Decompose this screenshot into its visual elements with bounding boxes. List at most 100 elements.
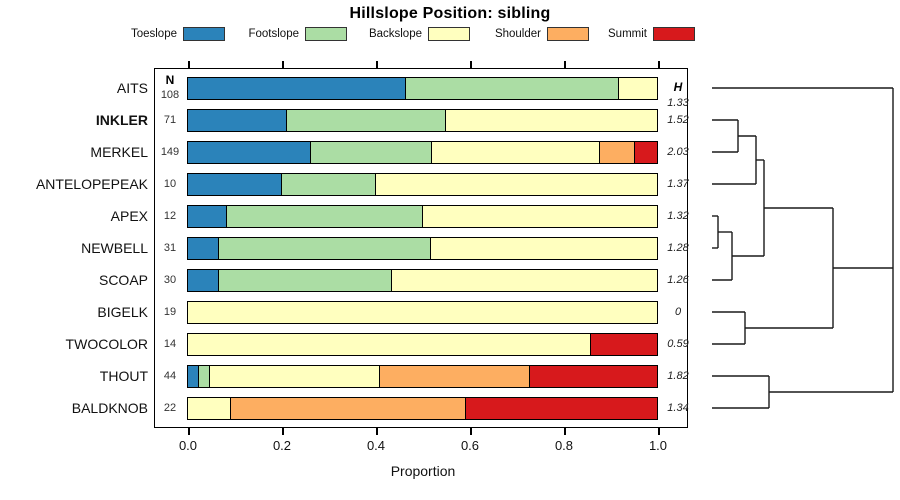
row-n-value: 10 xyxy=(163,178,177,190)
legend-swatch xyxy=(547,27,589,41)
x-tick-top xyxy=(188,61,190,68)
row-n-value: 44 xyxy=(163,370,177,382)
bar-segment-toeslope xyxy=(187,236,219,260)
row-n-value: 19 xyxy=(163,306,177,318)
bar-segment-backslope xyxy=(422,204,658,228)
bar-segment-toeslope xyxy=(187,268,220,292)
bar-segment-backslope xyxy=(375,172,658,196)
x-tick-top xyxy=(470,61,472,68)
legend-swatch xyxy=(305,27,347,41)
bar-segment-footslope xyxy=(281,172,376,196)
row-label: AITS xyxy=(116,80,148,96)
stacked-bar xyxy=(187,236,658,260)
bar-segment-backslope xyxy=(187,332,591,356)
bar-segment-backslope xyxy=(187,396,231,420)
row-h-value: 1.34 xyxy=(667,402,689,414)
bar-segment-summit xyxy=(464,396,658,420)
bar-segment-footslope xyxy=(286,108,447,132)
stacked-bar xyxy=(187,108,658,132)
row-h-value: 1.26 xyxy=(667,274,689,286)
x-tick-top xyxy=(564,61,566,68)
bar-segment-toeslope xyxy=(187,76,406,100)
x-tick-bottom xyxy=(470,428,472,435)
x-tick-label: 0.2 xyxy=(272,438,292,453)
row-n-value: 14 xyxy=(163,338,177,350)
x-tick-bottom xyxy=(282,428,284,435)
legend-entry: Footslope xyxy=(185,26,347,42)
stacked-bar xyxy=(187,172,658,196)
bar-segment-backslope xyxy=(390,268,658,292)
legend-swatch xyxy=(653,27,695,41)
row-label: TWOCOLOR xyxy=(65,336,148,352)
row-n-value: 12 xyxy=(163,210,177,222)
bar-segment-toeslope xyxy=(187,172,282,196)
row-label: INKLER xyxy=(95,112,148,128)
row-n-value: 108 xyxy=(160,89,180,101)
stacked-bar xyxy=(187,300,658,324)
x-tick-label: 1.0 xyxy=(648,438,668,453)
bar-segment-summit xyxy=(589,332,658,356)
bar-segment-footslope xyxy=(310,140,432,164)
bar-segment-backslope xyxy=(429,236,658,260)
stacked-bar xyxy=(187,140,658,164)
stacked-bar xyxy=(187,204,658,228)
row-label: ANTELOPEPEAK xyxy=(35,176,148,192)
row-label: THOUT xyxy=(99,368,148,384)
row-h-value: 1.32 xyxy=(667,210,689,222)
x-tick-bottom xyxy=(188,428,190,435)
legend-label: Backslope xyxy=(368,28,422,40)
x-tick-top xyxy=(658,61,660,68)
stacked-bar xyxy=(187,76,658,100)
bar-segment-footslope xyxy=(218,268,392,292)
legend-entry: Summit xyxy=(533,26,695,42)
bar-segment-shoulder xyxy=(599,140,635,164)
row-n-value: 31 xyxy=(163,242,177,254)
row-n-value: 30 xyxy=(163,274,177,286)
bar-segment-toeslope xyxy=(187,108,288,132)
row-h-value: 1.52 xyxy=(667,114,689,126)
row-n-value: 71 xyxy=(163,114,177,126)
row-h-value: 1.37 xyxy=(667,178,689,190)
bar-segment-summit xyxy=(633,140,658,164)
bar-segment-backslope xyxy=(445,108,658,132)
stacked-bar xyxy=(187,364,658,388)
row-h-value: 1.82 xyxy=(667,370,689,382)
bar-segment-backslope xyxy=(430,140,601,164)
x-tick-top xyxy=(282,61,284,68)
bar-segment-summit xyxy=(528,364,658,388)
bar-segment-backslope xyxy=(208,364,381,388)
bar-segment-shoulder xyxy=(229,396,466,420)
x-tick-label: 0.6 xyxy=(460,438,480,453)
row-n-value: 22 xyxy=(163,402,177,414)
legend-swatch xyxy=(428,27,470,41)
row-h-value: 0.59 xyxy=(667,338,689,350)
row-h-value: 0 xyxy=(674,306,682,318)
row-label: APEX xyxy=(110,208,148,224)
x-tick-top xyxy=(376,61,378,68)
row-label: BIGELK xyxy=(97,304,148,320)
chart-title: Hillslope Position: sibling xyxy=(349,5,551,22)
row-label: BALDKNOB xyxy=(71,400,148,416)
legend-entry: Toeslope xyxy=(63,26,225,42)
x-axis-label: Proportion xyxy=(390,463,456,479)
x-tick-label: 0.8 xyxy=(554,438,574,453)
legend-label: Summit xyxy=(608,28,647,40)
bar-segment-footslope xyxy=(404,76,619,100)
stacked-bar xyxy=(187,268,658,292)
bar-segment-footslope xyxy=(217,236,431,260)
n-column-header: N xyxy=(165,73,175,87)
h-column-header: H xyxy=(673,80,683,94)
bar-segment-footslope xyxy=(226,204,423,228)
legend-entry: Shoulder xyxy=(427,26,589,42)
bar-segment-backslope xyxy=(617,76,658,100)
stacked-bar xyxy=(187,396,658,420)
row-label: NEWBELL xyxy=(81,240,148,256)
x-tick-bottom xyxy=(376,428,378,435)
plot-area xyxy=(154,68,688,428)
row-label: MERKEL xyxy=(90,144,148,160)
bar-segment-toeslope xyxy=(187,204,227,228)
bar-segment-shoulder xyxy=(379,364,530,388)
x-tick-bottom xyxy=(658,428,660,435)
x-tick-label: 0.0 xyxy=(178,438,198,453)
